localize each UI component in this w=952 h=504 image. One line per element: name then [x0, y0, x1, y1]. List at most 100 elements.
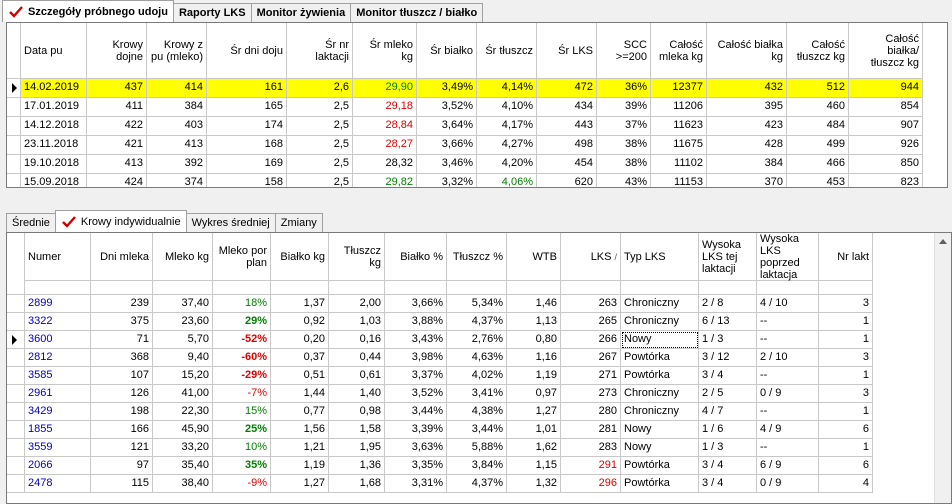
table-cell[interactable]: --: [757, 439, 819, 457]
tab-srednie[interactable]: Średnie: [6, 213, 56, 232]
table-cell[interactable]: -7%: [213, 385, 271, 403]
column-header[interactable]: Krowy z pu (mleko): [147, 23, 207, 79]
table-cell[interactable]: 620: [537, 174, 597, 187]
table-cell[interactable]: 2478: [25, 475, 91, 493]
table-cell[interactable]: Nowy: [621, 331, 699, 349]
table-cell[interactable]: --: [757, 367, 819, 385]
table-cell[interactable]: 174: [207, 117, 287, 136]
table-cell[interactable]: 3: [819, 385, 873, 403]
column-header[interactable]: Całość tłuszcz kg: [787, 23, 849, 79]
table-cell[interactable]: 107: [91, 367, 153, 385]
table-cell[interactable]: 17.01.2019: [21, 98, 87, 117]
table-cell[interactable]: 4,63%: [447, 349, 507, 367]
table-cell[interactable]: 3,64%: [417, 117, 477, 136]
table-cell[interactable]: 1,27: [271, 475, 329, 493]
table-cell[interactable]: 283: [561, 439, 621, 457]
table-cell[interactable]: 3: [819, 349, 873, 367]
table-cell[interactable]: 5,70: [153, 331, 213, 349]
filter-cell[interactable]: [447, 281, 507, 295]
table-cell[interactable]: 466: [787, 155, 849, 174]
table-cell[interactable]: 413: [147, 136, 207, 155]
table-cell[interactable]: 428: [707, 136, 787, 155]
row-indicator[interactable]: [7, 403, 25, 421]
table-cell[interactable]: 4,38%: [447, 403, 507, 421]
column-header[interactable]: Wysoka LKS tej laktacji: [699, 233, 757, 281]
filter-cell[interactable]: [757, 281, 819, 295]
table-cell[interactable]: 38%: [597, 155, 651, 174]
row-indicator[interactable]: [7, 98, 21, 117]
filter-cell[interactable]: [91, 281, 153, 295]
table-cell[interactable]: 4,37%: [447, 313, 507, 331]
filter-cell[interactable]: [153, 281, 213, 295]
table-cell[interactable]: 374: [147, 174, 207, 187]
table-cell[interactable]: -60%: [213, 349, 271, 367]
table-cell[interactable]: 4,14%: [477, 79, 537, 98]
table-cell[interactable]: 10%: [213, 439, 271, 457]
table-cell[interactable]: 1,36: [329, 457, 385, 475]
table-cell[interactable]: 37,40: [153, 295, 213, 313]
column-header[interactable]: Całość mleka kg: [651, 23, 707, 79]
table-cell[interactable]: 3,35%: [385, 457, 447, 475]
table-cell[interactable]: 499: [787, 136, 849, 155]
column-header[interactable]: Białko kg: [271, 233, 329, 281]
table-cell[interactable]: 11102: [651, 155, 707, 174]
table-cell[interactable]: 1,32: [507, 475, 561, 493]
table-cell[interactable]: 2066: [25, 457, 91, 475]
row-indicator[interactable]: [7, 136, 21, 155]
table-cell[interactable]: 1 / 3: [699, 331, 757, 349]
table-cell[interactable]: 35%: [213, 457, 271, 475]
column-header[interactable]: Tłuszcz %: [447, 233, 507, 281]
table-cell[interactable]: -29%: [213, 367, 271, 385]
table-cell[interactable]: 1855: [25, 421, 91, 439]
table-cell[interactable]: 281: [561, 421, 621, 439]
table-cell[interactable]: 0,20: [271, 331, 329, 349]
table-cell[interactable]: 9,40: [153, 349, 213, 367]
table-cell[interactable]: 3,66%: [385, 295, 447, 313]
row-indicator[interactable]: [7, 295, 25, 313]
table-cell[interactable]: 2899: [25, 295, 91, 313]
table-cell[interactable]: 0,77: [271, 403, 329, 421]
table-cell[interactable]: Nowy: [621, 421, 699, 439]
table-cell[interactable]: 1: [819, 313, 873, 331]
table-cell[interactable]: 239: [91, 295, 153, 313]
table-cell[interactable]: Powtórka: [621, 349, 699, 367]
table-cell[interactable]: 23,60: [153, 313, 213, 331]
column-header[interactable]: Krowy dojne: [87, 23, 147, 79]
table-cell[interactable]: 3,98%: [385, 349, 447, 367]
filter-cell[interactable]: [329, 281, 385, 295]
table-cell[interactable]: 14.12.2018: [21, 117, 87, 136]
table-cell[interactable]: 2 / 10: [757, 349, 819, 367]
vertical-scrollbar[interactable]: [934, 233, 951, 503]
table-cell[interactable]: 4,27%: [477, 136, 537, 155]
column-header[interactable]: Całość białka kg: [707, 23, 787, 79]
table-cell[interactable]: 161: [207, 79, 287, 98]
table-cell[interactable]: 384: [707, 155, 787, 174]
column-header[interactable]: Śr dni doju: [207, 23, 287, 79]
table-cell[interactable]: 3,63%: [385, 439, 447, 457]
table-cell[interactable]: 2,6: [287, 79, 353, 98]
table-cell[interactable]: 370: [707, 174, 787, 187]
row-indicator[interactable]: [7, 313, 25, 331]
table-cell[interactable]: 5,88%: [447, 439, 507, 457]
table-cell[interactable]: 45,90: [153, 421, 213, 439]
table-cell[interactable]: 3585: [25, 367, 91, 385]
table-cell[interactable]: 267: [561, 349, 621, 367]
table-cell[interactable]: 3,44%: [385, 403, 447, 421]
table-cell[interactable]: 43%: [597, 174, 651, 187]
table-cell[interactable]: 1,46: [507, 295, 561, 313]
table-cell[interactable]: 1,68: [329, 475, 385, 493]
table-cell[interactable]: 422: [87, 117, 147, 136]
table-cell[interactable]: 4 / 9: [757, 421, 819, 439]
table-cell[interactable]: 403: [147, 117, 207, 136]
column-header[interactable]: Typ LKS: [621, 233, 699, 281]
tab-raporty-lks[interactable]: Raporty LKS: [172, 3, 252, 22]
table-cell[interactable]: 198: [91, 403, 153, 421]
table-cell[interactable]: 3,88%: [385, 313, 447, 331]
table-cell[interactable]: 271: [561, 367, 621, 385]
filter-cell[interactable]: [621, 281, 699, 295]
table-cell[interactable]: 1,13: [507, 313, 561, 331]
row-indicator[interactable]: [7, 117, 21, 136]
table-cell[interactable]: 453: [787, 174, 849, 187]
column-header[interactable]: Całość białka/ tłuszcz kg: [849, 23, 923, 79]
table-cell[interactable]: 434: [537, 98, 597, 117]
